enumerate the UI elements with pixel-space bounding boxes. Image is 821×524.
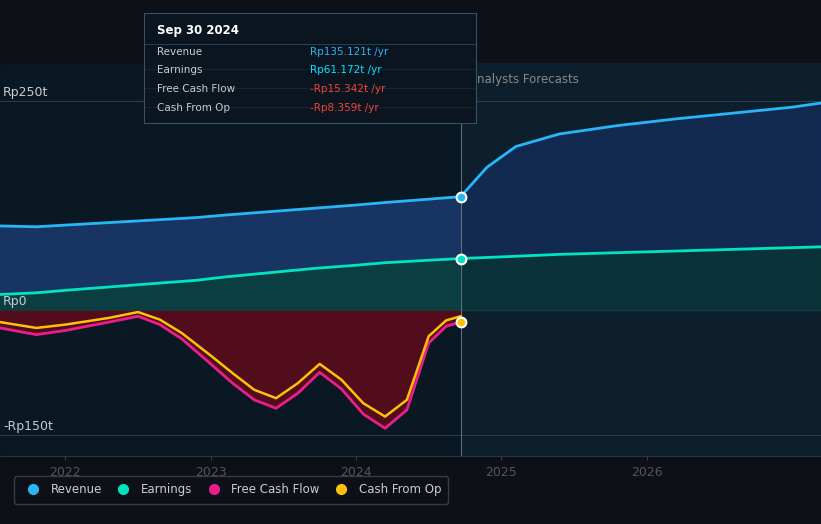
Text: Rp135.121t /yr: Rp135.121t /yr [310,47,388,57]
Text: -Rp15.342t /yr: -Rp15.342t /yr [310,84,385,94]
Text: Cash From Op: Cash From Op [157,103,230,113]
Text: Rp250t: Rp250t [3,86,48,99]
Text: Past: Past [423,73,452,86]
Text: Sep 30 2024: Sep 30 2024 [157,24,239,37]
Text: Revenue: Revenue [157,47,202,57]
Text: Free Cash Flow: Free Cash Flow [157,84,235,94]
Bar [0,63,461,456]
Text: Rp0: Rp0 [3,295,28,308]
Legend: Revenue, Earnings, Free Cash Flow, Cash From Op: Revenue, Earnings, Free Cash Flow, Cash … [14,476,448,504]
Text: Rp61.172t /yr: Rp61.172t /yr [310,66,382,75]
Text: Earnings: Earnings [157,66,203,75]
Text: -Rp8.359t /yr: -Rp8.359t /yr [310,103,378,113]
Text: -Rp150t: -Rp150t [3,420,53,433]
Text: Analysts Forecasts: Analysts Forecasts [470,73,580,86]
